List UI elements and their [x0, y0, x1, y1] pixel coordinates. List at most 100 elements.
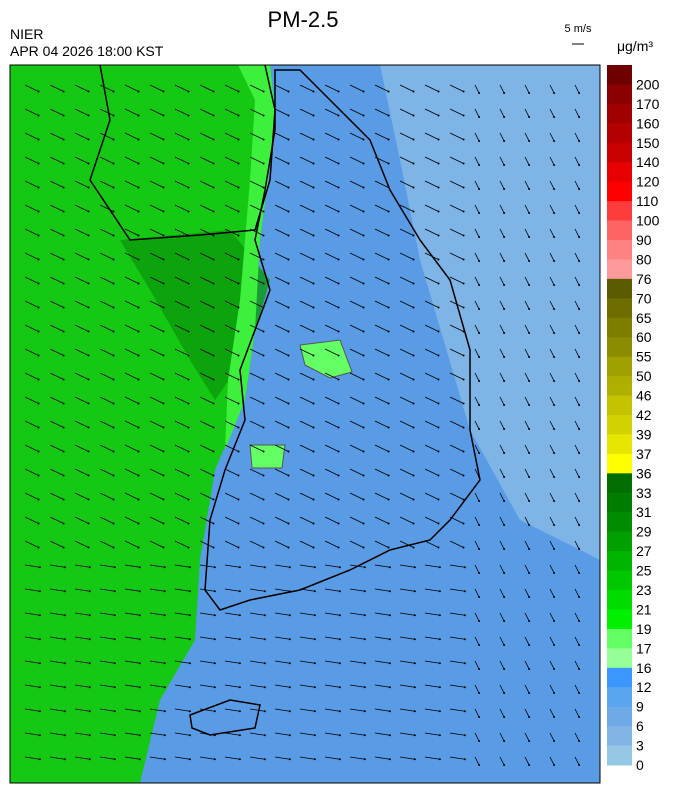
arrow-head: [87, 306, 90, 309]
wind-arrow: [549, 636, 555, 646]
wind-arrow: [124, 540, 139, 548]
arrow-head: [553, 620, 556, 623]
wind-arrow: [424, 756, 440, 760]
wind-arrow: [474, 300, 480, 310]
wind-arrow: [49, 204, 64, 212]
wind-arrow: [324, 492, 339, 500]
wind-arrow: [474, 540, 480, 550]
arrow-head: [578, 332, 581, 335]
green-patch: [299, 339, 353, 379]
wind-arrow: [249, 228, 264, 236]
wind-arrow: [524, 588, 530, 598]
wind-arrow: [324, 732, 340, 736]
arrow-head: [363, 686, 366, 689]
wind-arrow: [99, 564, 115, 568]
jeju-island: [189, 699, 261, 736]
color-box: [607, 551, 632, 572]
color-box: [607, 337, 632, 358]
arrow-head: [163, 758, 166, 761]
arrow-head: [412, 354, 415, 357]
wind-arrow: [124, 372, 139, 380]
arrow-head: [162, 474, 165, 477]
arrow-head: [212, 378, 215, 381]
wind-arrow: [124, 636, 140, 640]
wind-arrow: [549, 612, 555, 622]
arrow-head: [578, 356, 581, 359]
arrow-head: [388, 686, 391, 689]
wind-arrow: [124, 516, 139, 524]
wind-arrow: [424, 204, 439, 212]
wind-arrow: [499, 540, 505, 550]
wind-arrow: [24, 492, 39, 500]
wind-arrow: [174, 588, 190, 592]
arrow-head: [37, 522, 40, 525]
arrow-head: [438, 686, 441, 689]
arrow-head: [137, 450, 140, 453]
wind-arrow: [99, 204, 114, 212]
arrow-head: [578, 116, 581, 119]
wind-arrow: [249, 540, 264, 548]
arrow-head: [287, 450, 290, 453]
wind-arrow: [349, 708, 365, 712]
arrow-head: [388, 590, 391, 593]
wind-arrow: [474, 84, 480, 94]
arrow-head: [312, 210, 315, 213]
wind-arrow: [224, 108, 239, 116]
wind-arrow: [199, 396, 214, 404]
arrow-head: [162, 162, 165, 165]
wind-arrow: [549, 84, 555, 94]
wind-arrow: [24, 516, 39, 524]
wind-arrow: [149, 228, 164, 236]
arrow-head: [287, 186, 290, 189]
wind-arrow: [499, 708, 505, 718]
wind-arrow: [224, 156, 239, 164]
arrow-head: [412, 114, 415, 117]
arrow-head: [578, 164, 581, 167]
arrow-head: [388, 758, 391, 761]
arrow-head: [162, 234, 165, 237]
wind-arrow: [149, 156, 164, 164]
arrow-head: [478, 500, 481, 503]
level-label: 70: [636, 290, 652, 306]
arrow-head: [87, 522, 90, 525]
wind-arrow: [474, 684, 480, 694]
arrow-head: [553, 212, 556, 215]
arrow-head: [87, 138, 90, 141]
arrow-head: [137, 138, 140, 141]
arrow-head: [63, 662, 66, 665]
wind-arrow: [74, 228, 89, 236]
arrow-head: [387, 234, 390, 237]
wind-arrow: [524, 276, 530, 286]
wind-arrow: [474, 588, 480, 598]
wind-arrow: [299, 108, 314, 116]
arrow-head: [462, 282, 465, 285]
wind-arrow: [174, 276, 189, 284]
wind-arrow: [449, 708, 465, 712]
arrow-head: [138, 638, 141, 641]
wind-arrow: [49, 300, 64, 308]
arrow-head: [287, 474, 290, 477]
arrow-head: [478, 668, 481, 671]
arrow-head: [162, 90, 165, 93]
wind-arrow: [274, 588, 290, 592]
wind-arrow: [224, 756, 240, 760]
wind-arrow: [99, 660, 115, 664]
arrow-head: [387, 330, 390, 333]
arrow-head: [63, 734, 66, 737]
arrow-head: [162, 186, 165, 189]
color-box: [607, 434, 632, 455]
arrow-head: [112, 162, 115, 165]
arrow-head: [578, 140, 581, 143]
wind-arrow: [374, 84, 389, 92]
arrow-head: [237, 186, 240, 189]
arrow-head: [437, 450, 440, 453]
wind-arrow: [24, 84, 39, 92]
arrow-head: [237, 450, 240, 453]
arrow-head: [213, 734, 216, 737]
wind-arrow: [99, 444, 114, 452]
arrow-head: [528, 260, 531, 263]
wind-arrow: [24, 660, 40, 664]
wind-arrow: [199, 132, 214, 140]
wind-arrow: [24, 684, 40, 688]
level-label: 33: [636, 485, 652, 501]
